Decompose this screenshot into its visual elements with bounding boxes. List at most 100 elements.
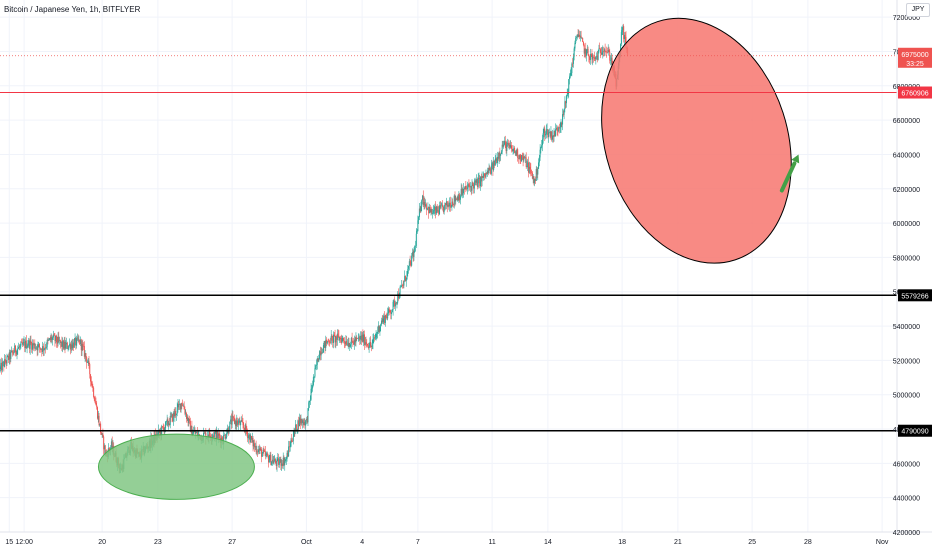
ellipse-annotation[interactable] <box>571 0 822 288</box>
candle-body <box>307 408 309 423</box>
candle-body <box>346 344 348 346</box>
candle-body <box>325 339 327 348</box>
candle-body <box>479 178 481 187</box>
candle-body <box>360 335 362 340</box>
time-axis[interactable]: 15 12:00 20 23 27 Oct 4 7 11 14 18 21 25 28 Nov <box>5 539 888 546</box>
candle-body <box>171 414 173 417</box>
y-tick-label: 6200000 <box>893 187 920 194</box>
candle-body <box>71 344 73 349</box>
candle-body <box>252 437 254 447</box>
candle-body <box>212 435 214 437</box>
candle-body <box>49 338 51 341</box>
candle-body <box>234 421 236 424</box>
candle-body <box>375 334 377 338</box>
candle-body <box>309 399 311 402</box>
candle-body <box>425 204 427 207</box>
candle-body <box>217 433 219 439</box>
candle-body <box>534 178 536 184</box>
candle-body <box>167 419 169 425</box>
candle-body <box>596 55 598 57</box>
candle-body <box>531 172 533 174</box>
candle-body <box>466 188 468 190</box>
horizontal-lines[interactable] <box>0 55 897 432</box>
candle-body <box>298 420 300 427</box>
candle-body <box>15 352 17 355</box>
candle-body <box>196 432 198 437</box>
candle-body <box>351 337 353 341</box>
candle-body <box>490 165 492 174</box>
candle-body <box>557 130 559 132</box>
candle-body <box>179 403 181 410</box>
candle-body <box>531 172 533 179</box>
candle-body <box>59 340 61 343</box>
candle-body <box>473 184 475 189</box>
candle-body <box>449 202 451 208</box>
ellipse-annotation[interactable] <box>97 433 255 500</box>
candle-body <box>412 252 414 257</box>
candle-body <box>9 352 11 360</box>
candle-body <box>428 206 430 214</box>
candle-body <box>182 404 184 406</box>
candle-body <box>596 55 598 60</box>
candle-body <box>90 374 92 382</box>
candle-body <box>380 324 382 327</box>
candle-body <box>407 268 409 272</box>
candle-body <box>336 333 338 340</box>
candle-body <box>518 155 520 159</box>
candle-body <box>330 335 332 344</box>
candle-body <box>605 51 607 53</box>
candle-body <box>56 342 58 344</box>
candle-body <box>406 271 408 280</box>
candles <box>0 23 629 474</box>
currency-button[interactable]: JPY <box>906 3 930 17</box>
price-labels: 6760906 5579266 4790090 6975000 33:25 <box>898 47 932 437</box>
candle-body <box>451 201 453 208</box>
candle-body <box>250 435 252 443</box>
candle-body <box>512 149 514 152</box>
candle-body <box>586 48 588 50</box>
candle-body <box>327 340 329 342</box>
candle-body <box>277 458 279 459</box>
candle-body <box>32 343 34 346</box>
candle-body <box>13 352 15 354</box>
candle-body <box>410 261 412 266</box>
candle-body <box>73 340 75 348</box>
candle-body <box>25 340 27 349</box>
candle-body <box>353 342 355 345</box>
candle-body <box>160 430 162 436</box>
candle-body <box>163 427 165 432</box>
candle-body <box>72 342 74 349</box>
candle-body <box>230 419 232 425</box>
y-tick-label: 4400000 <box>893 496 920 503</box>
candle-body <box>620 43 622 55</box>
candle-body <box>45 346 47 348</box>
candle-body <box>265 454 267 456</box>
candle-body <box>603 51 605 52</box>
candle-body <box>522 157 524 161</box>
candle-body <box>14 345 16 353</box>
y-tick-label: 5800000 <box>893 255 920 262</box>
annotations[interactable] <box>97 0 822 500</box>
candle-body <box>295 424 297 432</box>
candle-body <box>466 187 468 190</box>
arrow-annotation[interactable] <box>779 161 797 193</box>
candle-body <box>314 368 316 377</box>
candle-body <box>248 435 250 436</box>
candle-body <box>50 337 52 341</box>
candle-body <box>472 182 474 185</box>
candle-body <box>182 405 184 407</box>
candle-body <box>475 180 477 183</box>
candle-body <box>442 207 444 212</box>
candle-body <box>96 405 98 408</box>
candle-body <box>251 437 253 440</box>
candle-body <box>340 338 342 343</box>
candle-body <box>432 213 434 214</box>
candle-body <box>517 158 519 159</box>
arrow-head <box>791 154 800 164</box>
candle-body <box>18 346 20 348</box>
candle-body <box>55 335 57 342</box>
candle-body <box>442 204 444 208</box>
candle-body <box>35 347 37 349</box>
